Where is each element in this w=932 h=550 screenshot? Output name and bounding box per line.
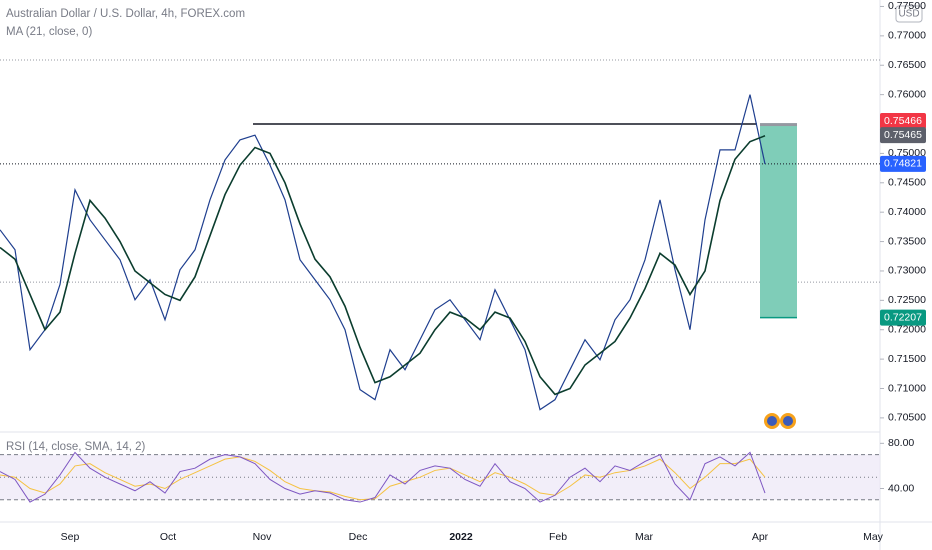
y-tick-label: 0.74500 [888, 177, 926, 189]
x-tick-label: 2022 [449, 531, 473, 543]
currency-box[interactable] [895, 5, 923, 23]
x-tick-label: Sep [61, 531, 80, 543]
price-label-bg [880, 155, 926, 172]
event-icons[interactable] [764, 413, 796, 429]
y-tick-label: 0.71500 [888, 353, 926, 365]
price-label: 0.72207 [884, 311, 922, 323]
y-tick-label: 0.76000 [888, 88, 926, 100]
rsi-tick-label: 40.00 [888, 482, 914, 494]
indicator-label: MA (21, close, 0) [6, 26, 92, 38]
y-tick-label: 0.73500 [888, 235, 926, 247]
price-label: 0.75466 [884, 115, 922, 127]
x-tick-label: Feb [549, 531, 567, 543]
rsi-tick-label: 80.00 [888, 437, 914, 449]
x-tick-label: Dec [349, 531, 368, 543]
rsi-title: RSI (14, close, SMA, 14, 2) [6, 441, 146, 453]
x-tick-label: May [863, 531, 884, 543]
series-line [0, 94, 766, 411]
x-tick-label: Mar [635, 531, 654, 543]
series-line [0, 135, 766, 396]
chart-title: Australian Dollar / U.S. Dollar, 4h, FOR… [6, 8, 245, 20]
y-tick-label: 0.72500 [888, 294, 926, 306]
price-label-bg [880, 127, 926, 144]
x-tick-label: Oct [160, 531, 176, 543]
x-tick-label: Apr [752, 531, 769, 543]
price-label: 0.74821 [884, 158, 922, 170]
series-line [0, 456, 766, 501]
event-icon [767, 416, 777, 426]
event-icon [783, 416, 793, 426]
y-tick-label: 0.76500 [888, 59, 926, 71]
position-stop [760, 123, 797, 127]
y-tick-label: 0.70500 [888, 412, 926, 424]
y-tick-label: 0.74000 [888, 206, 926, 218]
price-label: 0.75465 [884, 129, 922, 141]
series-line [0, 451, 766, 503]
y-tick-label: 0.72000 [888, 324, 926, 336]
price-label-bg [880, 113, 926, 130]
y-tick-label: 0.73000 [888, 265, 926, 277]
x-tick-label: Nov [253, 531, 272, 543]
position-target [760, 126, 797, 318]
y-tick-label: 0.77000 [888, 30, 926, 42]
y-tick-label: 0.71000 [888, 382, 926, 394]
currency[interactable]: USD [898, 9, 919, 20]
price-label-bg [880, 309, 926, 326]
y-tick-label: 0.77500 [888, 0, 926, 12]
